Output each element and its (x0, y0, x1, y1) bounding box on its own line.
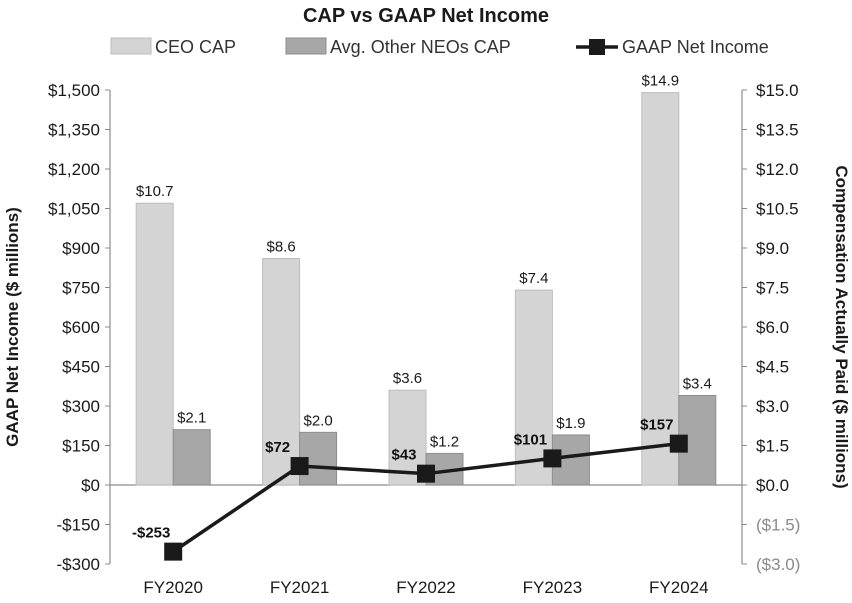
category-label: FY2022 (396, 578, 456, 597)
net-income-marker (290, 457, 309, 476)
net-income-label: $101 (514, 431, 547, 448)
left-tick-label: $150 (62, 437, 100, 456)
net-income-label: $43 (391, 447, 416, 464)
ceo-cap-label: $7.4 (519, 270, 548, 287)
right-tick-label: $3.0 (756, 397, 789, 416)
left-tick-label: -$150 (57, 516, 100, 535)
neo-cap-label: $2.0 (303, 412, 332, 429)
ceo-cap-bar (135, 202, 174, 486)
legend-label-ceo-cap: CEO CAP (155, 37, 236, 57)
legend-label-net-income: GAAP Net Income (622, 37, 769, 57)
category-label: FY2023 (523, 578, 583, 597)
neo-cap-label: $1.2 (430, 433, 459, 450)
net-income-label: $72 (265, 439, 290, 456)
net-income-label: $157 (640, 417, 673, 434)
right-tick-label: $1.5 (756, 437, 789, 456)
ceo-cap-label: $14.9 (642, 73, 680, 90)
left-tick-label: -$300 (57, 555, 100, 574)
left-tick-label: $1,350 (48, 121, 100, 140)
right-axis-title: Compensation Actually Paid ($ millions) (832, 165, 851, 488)
ceo-cap-label: $8.6 (266, 239, 295, 256)
legend: CEO CAP Avg. Other NEOs CAP GAAP Net Incom… (110, 37, 769, 57)
left-tick-label: $1,200 (48, 160, 100, 179)
right-tick-label: $7.5 (756, 279, 789, 298)
data-labels: $10.7 $2.1 $8.6 $2.0 $3.6 $1.2 $7.4 $1.9 $14.9 $3… (132, 73, 712, 542)
ceo-cap-bar (262, 258, 301, 486)
legend-label-neo-cap: Avg. Other NEOs CAP (330, 37, 511, 57)
right-tick-label: $15.0 (756, 81, 799, 100)
chart-title: CAP vs GAAP Net Income (303, 5, 549, 27)
neo-cap-bar (172, 429, 211, 486)
net-income-marker (669, 434, 688, 453)
bars (135, 92, 717, 486)
left-tick-label: $300 (62, 397, 100, 416)
right-tick-label: $12.0 (756, 160, 799, 179)
ceo-cap-label: $3.6 (393, 370, 422, 387)
right-tick-label: $0.0 (756, 476, 789, 495)
left-tick-label: $750 (62, 279, 100, 298)
left-axis-title: GAAP Net Income ($ millions) (3, 207, 22, 447)
axes: -$300 -$150 $0 $150 $300 $450 $600 $750 $900 $1,0… (3, 81, 851, 597)
left-tick-label: $0 (81, 476, 100, 495)
category-label: FY2020 (143, 578, 203, 597)
left-tick-label: $900 (62, 239, 100, 258)
right-tick-label: $10.5 (756, 200, 799, 219)
left-tick-label: $450 (62, 358, 100, 377)
ceo-cap-label: $10.7 (136, 183, 174, 200)
left-tick-label: $1,500 (48, 81, 100, 100)
right-tick-label: $13.5 (756, 121, 799, 140)
legend-marker-net-income (589, 39, 605, 55)
ceo-cap-bar (641, 92, 680, 486)
right-tick-label: $9.0 (756, 239, 789, 258)
left-tick-label: $1,050 (48, 200, 100, 219)
neo-cap-label: $2.1 (177, 410, 206, 427)
neo-cap-label: $3.4 (683, 375, 712, 392)
category-label: FY2021 (270, 578, 330, 597)
net-income-marker (164, 542, 183, 561)
right-tick-label: $6.0 (756, 318, 789, 337)
right-tick-label: ($3.0) (756, 555, 800, 574)
net-income-line (164, 434, 688, 561)
net-income-marker (417, 464, 435, 483)
right-tick-label: $4.5 (756, 358, 789, 377)
right-tick-label: ($1.5) (756, 516, 800, 535)
net-income-label: -$253 (132, 525, 170, 542)
neo-cap-label: $1.9 (556, 415, 585, 432)
left-tick-label: $600 (62, 318, 100, 337)
net-income-marker (543, 449, 562, 468)
legend-swatch-neo-cap (285, 37, 327, 55)
category-label: FY2024 (649, 578, 709, 597)
legend-swatch-ceo-cap (110, 37, 152, 55)
